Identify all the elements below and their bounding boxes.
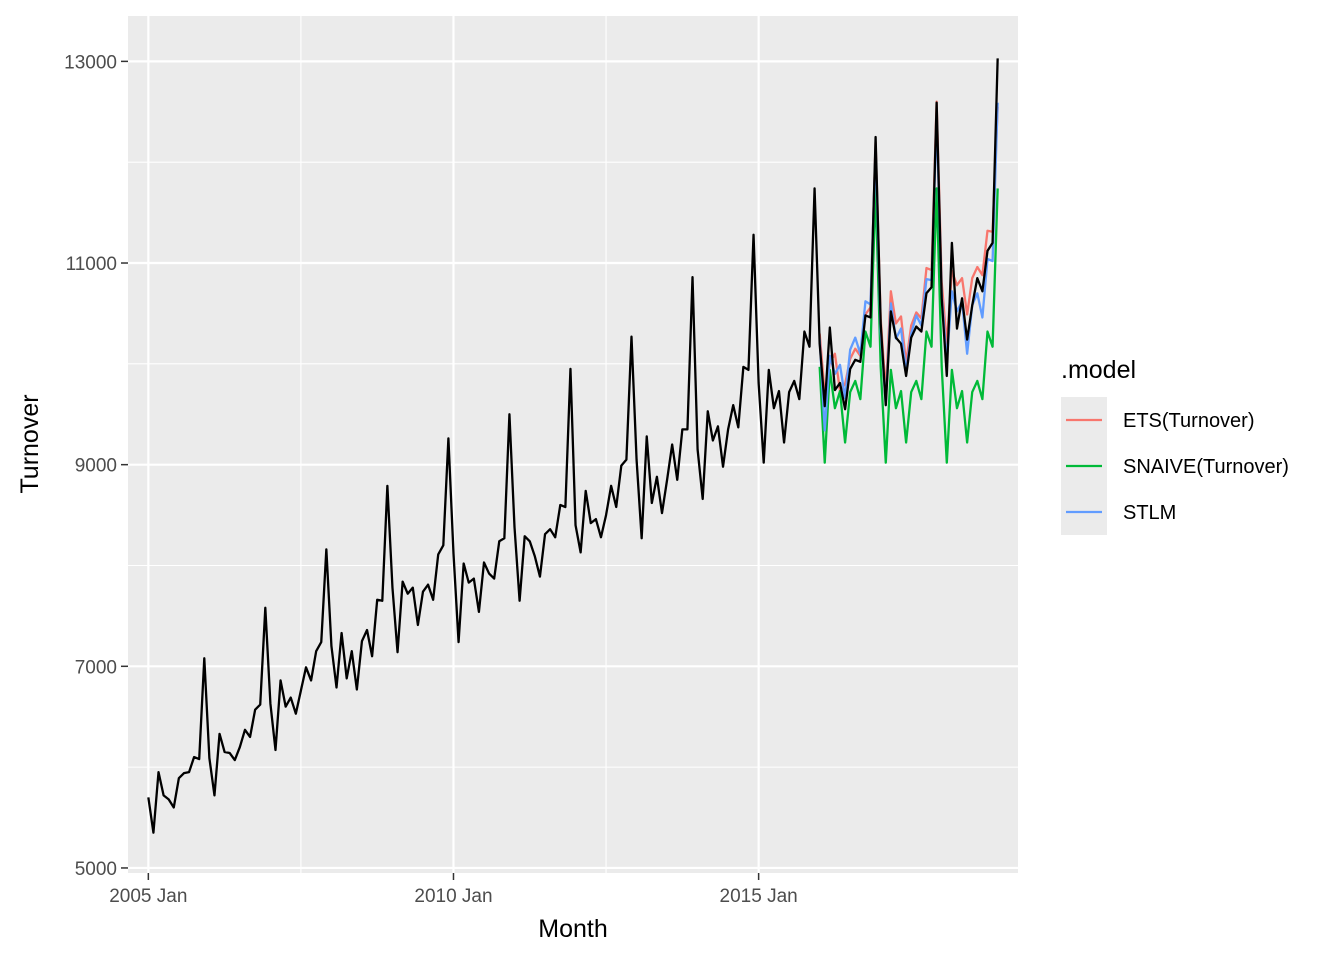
y-tick-label: 9000 [75,456,117,477]
legend-entries: ETS(Turnover) SNAIVE(Turnover) STLM [1066,410,1289,524]
y-tick-label: 5000 [75,859,117,880]
grid-major [128,16,1018,873]
legend: .model ETS(Turnover) SNAIVE(Turnover) STLM [1061,356,1289,535]
actual-turnover-line [147,58,999,834]
series-lines [147,58,999,834]
y-axis: 5000 7000 9000 11000 13000 [64,52,128,880]
y-tick-label: 7000 [75,657,117,678]
series-line-snaive [818,187,999,464]
y-tick-label: 13000 [64,52,117,73]
x-tick-label: 2005 Jan [109,886,187,907]
x-tick-label: 2015 Jan [720,886,798,907]
legend-label: ETS(Turnover) [1123,410,1255,432]
legend-title: .model [1061,356,1136,384]
legend-label: SNAIVE(Turnover) [1123,456,1289,478]
grid-minor [128,16,1018,873]
x-axis: 2005 Jan 2010 Jan 2015 Jan [109,873,798,907]
y-axis-title: Turnover [16,394,44,493]
legend-label: STLM [1123,502,1176,524]
y-tick-label: 11000 [66,254,117,275]
x-tick-label: 2010 Jan [414,886,492,907]
x-axis-title: Month [538,915,607,943]
